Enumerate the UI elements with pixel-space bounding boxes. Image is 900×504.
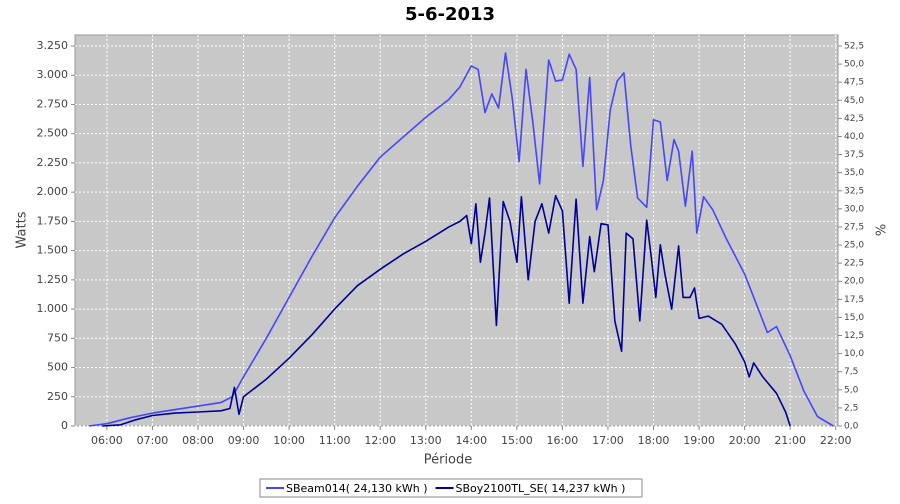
x-tick-label: 13:00 [410,434,442,447]
y-tick-label: 500 [47,361,68,374]
x-tick-label: 14:00 [455,434,487,447]
y-tick-label: 1.250 [37,273,69,286]
y-tick-label: 2.750 [37,97,69,110]
series-line [88,52,834,427]
chart-title: 5-6-2013 [405,4,495,25]
x-tick-label: 21:00 [774,434,806,447]
y-axis-label: Watts [15,211,30,248]
y-tick-label: 250 [47,390,68,403]
x-tick-label: 22:00 [820,434,852,447]
y-tick-label: 0 [61,419,68,432]
y-tick-label: 2.250 [37,156,69,169]
y2-tick-label: 35,0 [844,168,864,178]
x-tick-label: 20:00 [729,434,761,447]
y-tick-label: 3.250 [37,39,69,52]
y-tick-label: 3.000 [37,68,69,81]
x-tick-label: 10:00 [273,434,305,447]
x-tick-label: 08:00 [182,434,214,447]
y2-tick-label: 15,0 [844,313,864,323]
y2-tick-label: 37,5 [844,150,864,160]
x-tick-label: 18:00 [638,434,670,447]
y-tick-label: 750 [47,331,68,344]
y-tick-label: 2.500 [37,127,69,140]
x-tick-label: 09:00 [228,434,260,447]
x-tick-label: 19:00 [683,434,715,447]
y2-tick-label: 25,0 [844,241,864,251]
y2-tick-label: 22,5 [844,259,864,269]
legend-label: SBoy2100TL_SE( 14,237 kWh ) [456,482,626,495]
y2-tick-label: 50,0 [844,60,864,70]
y-tick-label: 1.750 [37,214,69,227]
y2-tick-label: 12,5 [844,331,864,341]
y2-tick-label: 40,0 [844,132,864,142]
x-axis-label: Période [424,453,473,468]
y2-tick-label: 30,0 [844,204,864,214]
y-tick-label: 1.000 [37,302,69,315]
x-tick-label: 06:00 [91,434,123,447]
y2-tick-label: 42,5 [844,114,864,124]
y2-tick-label: 5,0 [844,385,859,395]
x-tick-label: 16:00 [547,434,579,447]
y2-tick-label: 0,0 [844,422,859,432]
x-tick-label: 17:00 [592,434,624,447]
y2-tick-label: 32,5 [844,186,864,196]
plot-area [74,34,839,427]
y2-tick-label: 7,5 [844,367,858,377]
y-tick-label: 1.500 [37,244,69,257]
legend-label: SBeam014( 24,130 kWh ) [286,482,428,495]
y2-tick-label: 27,5 [844,222,864,232]
y2-tick-label: 47,5 [844,78,864,88]
y2-tick-label: 2,5 [844,403,858,413]
y2-axis-label: % [875,224,890,236]
y2-tick-label: 52,5 [844,42,864,52]
x-tick-label: 07:00 [137,434,169,447]
y2-tick-label: 45,0 [844,96,864,106]
x-tick-label: 11:00 [319,434,351,447]
y2-tick-label: 10,0 [844,349,864,359]
y-tick-label: 2.000 [37,185,69,198]
x-tick-label: 12:00 [364,434,396,447]
y2-tick-label: 20,0 [844,277,864,287]
series-line [102,194,791,427]
x-tick-label: 15:00 [501,434,533,447]
y2-tick-label: 17,5 [844,295,864,305]
